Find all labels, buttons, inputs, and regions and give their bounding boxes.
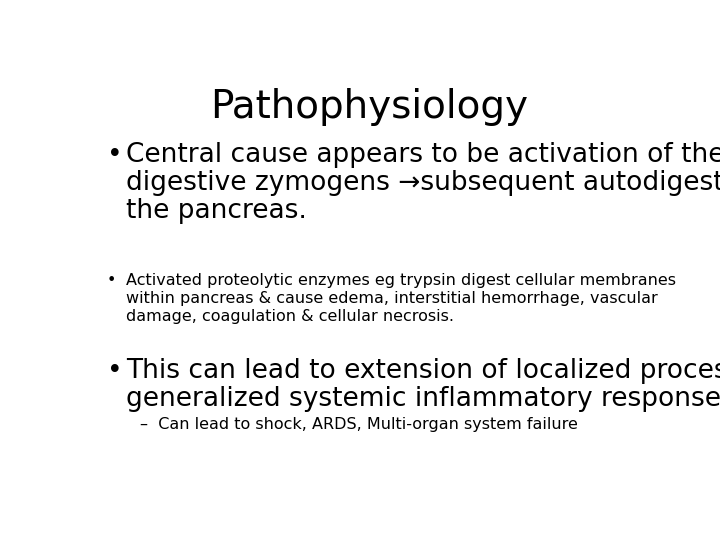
Text: •: • xyxy=(107,273,116,288)
Text: –  Can lead to shock, ARDS, Multi-organ system failure: – Can lead to shock, ARDS, Multi-organ s… xyxy=(140,416,578,431)
Text: This can lead to extension of localized process into: This can lead to extension of localized … xyxy=(126,358,720,384)
Text: within pancreas & cause edema, interstitial hemorrhage, vascular: within pancreas & cause edema, interstit… xyxy=(126,291,658,306)
Text: •: • xyxy=(107,358,122,384)
Text: digestive zymogens →subsequent autodigestion of: digestive zymogens →subsequent autodiges… xyxy=(126,170,720,196)
Text: damage, coagulation & cellular necrosis.: damage, coagulation & cellular necrosis. xyxy=(126,309,454,325)
Text: Pathophysiology: Pathophysiology xyxy=(210,87,528,126)
Text: Central cause appears to be activation of the: Central cause appears to be activation o… xyxy=(126,141,720,168)
Text: the pancreas.: the pancreas. xyxy=(126,198,307,224)
Text: generalized systemic inflammatory response: generalized systemic inflammatory respon… xyxy=(126,386,720,412)
Text: •: • xyxy=(107,141,122,168)
Text: Activated proteolytic enzymes eg trypsin digest cellular membranes: Activated proteolytic enzymes eg trypsin… xyxy=(126,273,676,288)
